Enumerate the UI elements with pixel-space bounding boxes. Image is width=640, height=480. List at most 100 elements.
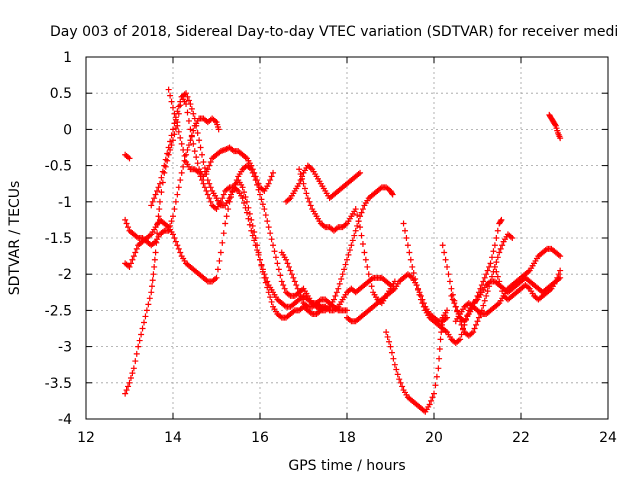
data-point (152, 191, 159, 198)
data-point (493, 268, 500, 275)
data-point (264, 218, 271, 225)
data-point (387, 343, 394, 350)
data-point (359, 206, 366, 213)
y-tick-labels: 1 0.5 0 -0.5 -1 -1.5 -2 -2.5 -3 -3.5 -4 (45, 50, 72, 428)
data-point (257, 256, 263, 263)
data-point (258, 196, 265, 203)
data-point (126, 263, 133, 270)
data-point (172, 198, 179, 205)
x-tick-label: 14 (164, 430, 182, 446)
data-point (180, 146, 187, 153)
data-point (158, 174, 165, 181)
data-point (359, 241, 366, 248)
data-point (262, 274, 269, 281)
data-point (339, 271, 346, 278)
data-point (252, 177, 259, 184)
data-point (175, 184, 182, 191)
data-point (446, 278, 453, 285)
data-point (122, 390, 129, 397)
data-point (265, 180, 272, 187)
data-point (129, 256, 136, 263)
data-point (219, 239, 226, 246)
data-point (161, 169, 168, 176)
data-points (122, 86, 564, 415)
data-point (156, 206, 163, 213)
data-point (410, 269, 417, 276)
data-point (170, 104, 176, 111)
data-point (346, 247, 353, 254)
data-point (228, 191, 234, 198)
y-tick-label: -0.5 (45, 159, 72, 175)
data-point (448, 292, 455, 299)
data-point (554, 274, 561, 281)
data-point (188, 132, 195, 139)
data-point (242, 204, 249, 211)
data-point (206, 180, 213, 187)
data-point (156, 198, 163, 205)
data-point (304, 195, 311, 202)
data-point (439, 242, 446, 249)
data-point (149, 277, 156, 284)
data-point (172, 238, 179, 245)
series-track-11 (383, 307, 451, 415)
data-point (432, 382, 439, 389)
data-point (400, 220, 407, 227)
data-point (557, 267, 564, 274)
data-point (354, 212, 361, 219)
data-point (184, 109, 191, 116)
plot-area-border (85, 56, 609, 420)
data-point (239, 195, 246, 202)
data-point (481, 274, 488, 281)
data-point (123, 387, 130, 394)
data-point (126, 379, 133, 386)
data-point (178, 140, 185, 147)
data-point (388, 349, 395, 356)
data-point (433, 373, 440, 380)
data-point (509, 235, 516, 241)
data-point (457, 336, 464, 343)
data-point (226, 195, 233, 202)
data-point (471, 325, 478, 332)
data-point (361, 249, 368, 256)
data-point (170, 231, 176, 238)
data-point (275, 266, 282, 273)
data-point (489, 273, 495, 280)
data-point (274, 260, 281, 267)
data-point (171, 131, 178, 138)
data-point (407, 256, 414, 263)
data-point (487, 260, 494, 267)
data-point (191, 115, 198, 122)
data-point (125, 383, 132, 390)
data-point (207, 198, 214, 205)
data-point (170, 126, 176, 133)
data-point (199, 151, 205, 158)
data-point (429, 394, 436, 401)
data-point (215, 126, 222, 133)
data-point (499, 288, 506, 295)
data-point (133, 350, 140, 357)
data-point (200, 180, 207, 187)
data-point (151, 256, 158, 263)
data-point (297, 292, 304, 299)
data-point (364, 263, 371, 270)
data-point (190, 127, 197, 134)
data-point (478, 282, 485, 289)
data-point (193, 154, 200, 161)
data-point (180, 163, 187, 170)
data-point (151, 195, 158, 202)
data-point (449, 296, 456, 303)
data-point (133, 245, 140, 252)
data-point (445, 271, 452, 278)
data-point (261, 206, 268, 213)
series-track-15 (452, 245, 564, 325)
data-point (435, 365, 442, 372)
data-point (491, 242, 498, 249)
x-tick-label: 18 (338, 430, 356, 446)
data-point (243, 209, 250, 216)
data-point (296, 289, 303, 296)
data-point (174, 242, 181, 249)
y-tick-label: -4 (58, 412, 72, 428)
x-tick-label: 16 (251, 430, 269, 446)
data-point (291, 278, 298, 285)
